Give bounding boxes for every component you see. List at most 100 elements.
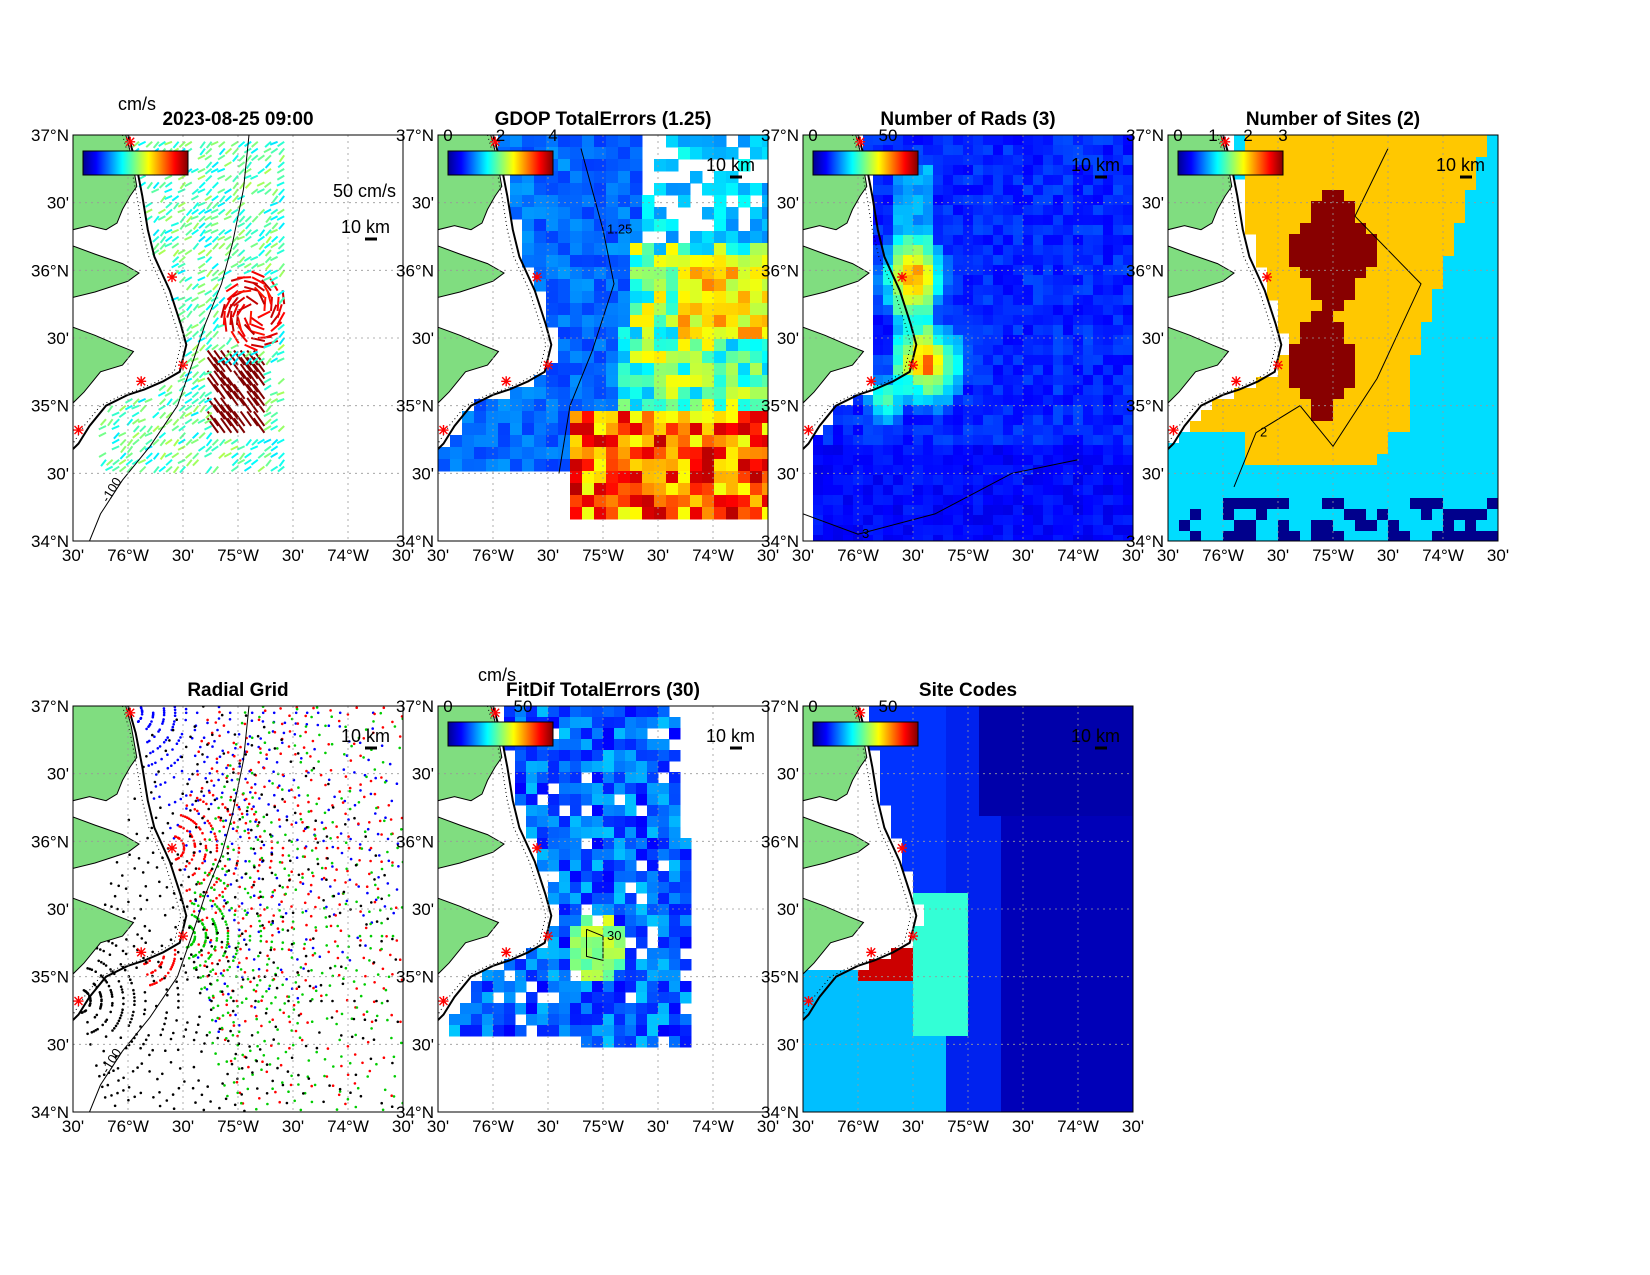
grid-cell <box>1256 454 1268 466</box>
radial-dot <box>331 821 335 824</box>
radial-dot <box>357 801 361 804</box>
radial-dot <box>211 793 215 797</box>
radial-dot <box>231 1033 235 1037</box>
lon-tick-label: 76°W <box>472 546 514 565</box>
grid-cell <box>1410 344 1422 356</box>
grid-cell <box>1073 265 1084 276</box>
grid-cell <box>1476 432 1488 444</box>
grid-cell <box>1377 135 1389 147</box>
grid-cell <box>1355 168 1367 180</box>
radial-dot <box>290 956 294 959</box>
radial-dot <box>391 861 394 864</box>
grid-cell <box>510 195 523 208</box>
grid-cell <box>702 507 715 520</box>
grid-cell <box>1023 295 1034 306</box>
contour-label: 2 <box>1260 425 1267 440</box>
grid-cell <box>1103 275 1114 286</box>
grid-cell <box>1256 179 1268 191</box>
lon-tick-label: 75°W <box>1312 546 1354 565</box>
radial-dot <box>200 790 203 793</box>
grid-cell <box>993 265 1004 276</box>
radial-dot <box>205 780 209 784</box>
grid-cell <box>1063 335 1074 346</box>
current-vector <box>158 398 167 406</box>
current-vector <box>164 438 173 445</box>
grid-cell <box>1476 410 1488 422</box>
current-vector <box>158 404 166 411</box>
radial-dot <box>282 1011 286 1015</box>
current-vector <box>257 235 265 242</box>
grid-cell <box>594 159 607 172</box>
grid-cell <box>943 415 954 426</box>
radial-dot <box>314 837 318 840</box>
grid-cell <box>1355 333 1367 345</box>
radial-dot <box>233 918 236 922</box>
current-vector <box>237 330 248 343</box>
radial-dot <box>341 801 345 804</box>
grid-cell <box>873 135 884 146</box>
radial-dot <box>151 715 155 719</box>
current-vector <box>218 195 226 203</box>
current-vector <box>245 154 252 163</box>
grid-cell <box>594 387 607 400</box>
grid-cell <box>1432 190 1444 202</box>
radial-dot <box>386 850 389 854</box>
grid-cell <box>1023 325 1034 336</box>
grid-cell <box>702 315 715 328</box>
grid-cell <box>903 455 914 466</box>
current-vector <box>186 323 193 332</box>
grid-cell <box>1465 498 1477 510</box>
radial-dot <box>202 736 206 739</box>
grid-cell <box>1053 505 1064 516</box>
radial-dot <box>271 782 274 785</box>
current-vector <box>276 304 283 318</box>
grid-cell <box>654 351 667 364</box>
radial-dot <box>344 812 347 816</box>
grid-cell <box>1179 487 1191 499</box>
grid-cell <box>606 183 619 196</box>
radial-dot <box>396 846 399 850</box>
grid-cell <box>953 355 964 366</box>
current-vector <box>250 228 259 235</box>
grid-cell <box>1267 388 1279 400</box>
grid-cell <box>1063 165 1074 176</box>
grid-cell <box>853 505 864 516</box>
radial-dot <box>218 734 221 738</box>
radial-dot <box>224 887 227 890</box>
grid-cell <box>1123 395 1133 406</box>
current-vector <box>229 310 233 325</box>
grid-cell <box>963 265 974 276</box>
grid-cell <box>714 243 727 256</box>
radial-dot <box>208 838 211 841</box>
grid-cell <box>1013 385 1024 396</box>
radial-dot <box>243 829 247 833</box>
grid-cell <box>1421 212 1433 224</box>
current-vector <box>165 411 173 419</box>
grid-cell <box>1333 245 1345 257</box>
current-vector <box>158 181 167 189</box>
grid-cell <box>1267 289 1279 301</box>
radial-dot <box>301 872 304 876</box>
grid-cell <box>853 435 864 446</box>
grid-cell <box>510 435 523 448</box>
grid-cell <box>1023 525 1034 536</box>
radial-dot <box>271 1018 275 1021</box>
current-vector <box>124 404 133 411</box>
grid-cell <box>1003 475 1014 486</box>
grid-cell <box>582 147 595 160</box>
current-vector <box>271 337 279 345</box>
grid-cell <box>1267 454 1279 466</box>
grid-cell <box>738 459 751 472</box>
current-vector <box>107 405 114 413</box>
grid-cell <box>1033 535 1044 541</box>
radial-dot <box>244 714 248 717</box>
grid-cell <box>1023 425 1034 436</box>
radial-dot <box>238 885 241 889</box>
grid-cell <box>570 255 583 268</box>
grid-cell <box>1179 498 1191 510</box>
current-vector <box>246 363 259 380</box>
radial-dot <box>175 742 179 745</box>
grid-cell <box>738 243 751 256</box>
grid-cell <box>933 155 944 166</box>
grid-cell <box>486 411 499 424</box>
